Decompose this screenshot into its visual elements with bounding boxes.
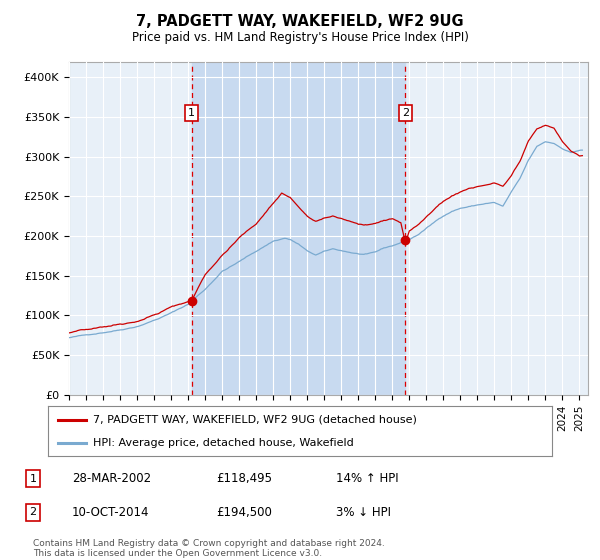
Text: 7, PADGETT WAY, WAKEFIELD, WF2 9UG (detached house): 7, PADGETT WAY, WAKEFIELD, WF2 9UG (deta… xyxy=(94,414,417,424)
Text: £118,495: £118,495 xyxy=(216,472,272,486)
Text: £194,500: £194,500 xyxy=(216,506,272,519)
Text: 1: 1 xyxy=(29,474,37,484)
Bar xyxy=(191,62,406,395)
Text: 1: 1 xyxy=(188,108,195,118)
Text: 2: 2 xyxy=(402,108,409,118)
Text: 10-OCT-2014: 10-OCT-2014 xyxy=(72,506,149,519)
Text: Contains HM Land Registry data © Crown copyright and database right 2024.
This d: Contains HM Land Registry data © Crown c… xyxy=(33,539,385,558)
Text: 14% ↑ HPI: 14% ↑ HPI xyxy=(336,472,398,486)
Text: Price paid vs. HM Land Registry's House Price Index (HPI): Price paid vs. HM Land Registry's House … xyxy=(131,31,469,44)
Text: HPI: Average price, detached house, Wakefield: HPI: Average price, detached house, Wake… xyxy=(94,438,354,448)
Text: 7, PADGETT WAY, WAKEFIELD, WF2 9UG: 7, PADGETT WAY, WAKEFIELD, WF2 9UG xyxy=(136,14,464,29)
Text: 3% ↓ HPI: 3% ↓ HPI xyxy=(336,506,391,519)
Text: 2: 2 xyxy=(29,507,37,517)
Text: 28-MAR-2002: 28-MAR-2002 xyxy=(72,472,151,486)
